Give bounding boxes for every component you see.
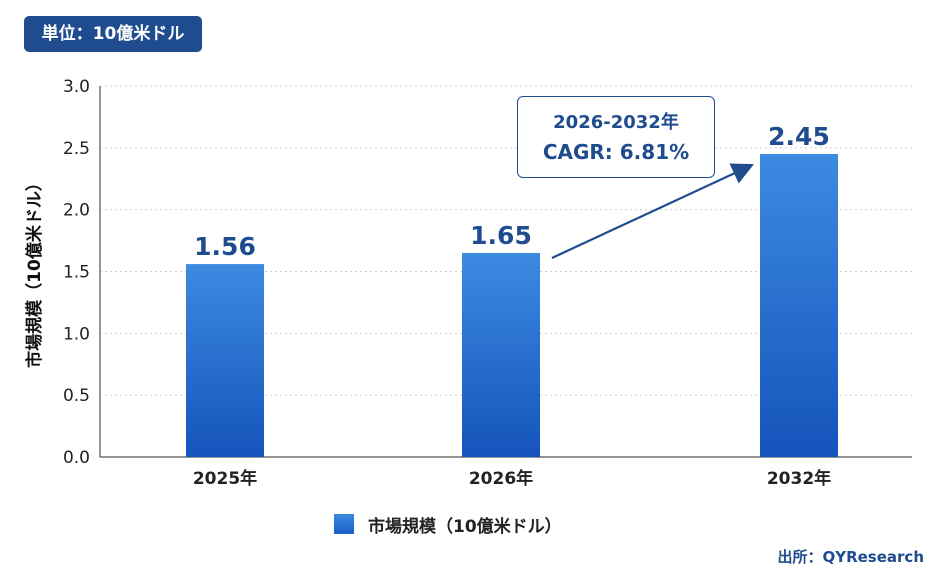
bar bbox=[760, 154, 838, 457]
unit-badge: 単位：10億米ドル bbox=[24, 16, 202, 52]
y-axis-label: 市場規模（10億米ドル） bbox=[24, 174, 45, 368]
y-tick-label: 0.5 bbox=[63, 386, 90, 406]
y-tick-label: 0.0 bbox=[63, 448, 90, 468]
y-tick-label: 3.0 bbox=[63, 77, 90, 97]
bar bbox=[186, 264, 264, 457]
y-tick-label: 1.0 bbox=[63, 324, 90, 344]
legend-swatch bbox=[334, 514, 354, 534]
y-tick-label: 2.5 bbox=[63, 139, 90, 159]
x-tick-label: 2025年 bbox=[193, 468, 257, 489]
data-label: 2.45 bbox=[768, 122, 830, 151]
y-tick-label: 1.5 bbox=[63, 263, 90, 283]
source-note: 出所：QYResearch bbox=[777, 548, 924, 566]
data-label: 1.65 bbox=[470, 221, 532, 250]
y-tick-label: 2.0 bbox=[63, 201, 90, 221]
x-tick-label: 2026年 bbox=[469, 468, 533, 489]
cagr-arrow bbox=[551, 163, 754, 259]
bar bbox=[462, 252, 540, 457]
cagr-period: 2026-2032年 bbox=[553, 112, 679, 133]
cagr-annotation: 2026-2032年 CAGR: 6.81% bbox=[517, 96, 715, 178]
legend: 市場規模（10億米ドル） bbox=[334, 512, 562, 537]
x-tick-label: 2032年 bbox=[767, 468, 831, 489]
legend-label: 市場規模（10億米ドル） bbox=[368, 516, 562, 537]
data-label: 1.56 bbox=[194, 232, 256, 261]
cagr-value: CAGR: 6.81% bbox=[542, 140, 690, 164]
